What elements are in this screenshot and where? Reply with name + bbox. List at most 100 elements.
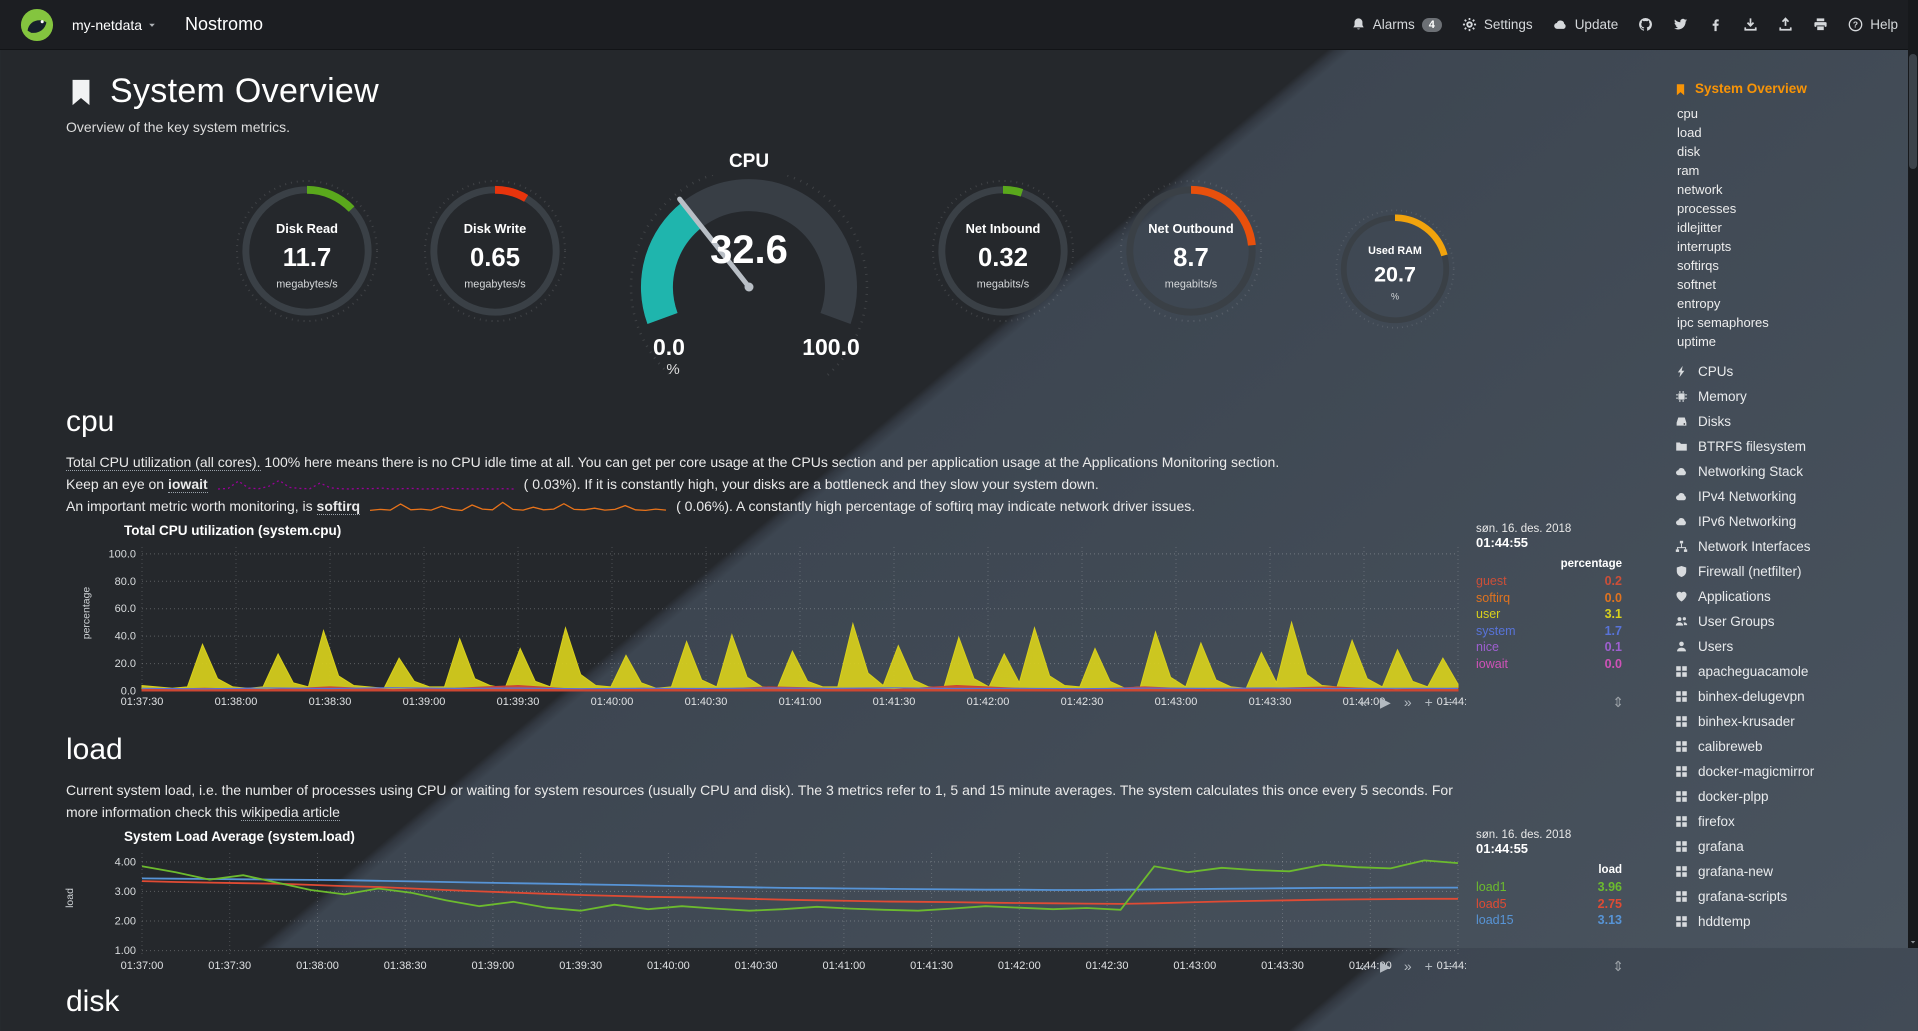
scrollbar-thumb[interactable] [1909,54,1917,169]
netdata-logo-icon[interactable] [20,8,54,42]
sidebar-item-ipv6-networking[interactable]: IPv6 Networking [1674,509,1902,534]
import-button[interactable] [1743,17,1758,32]
sidebar-item-firewall-netfilter[interactable]: Firewall (netfilter) [1674,559,1902,584]
sidebar-subitem-idlejitter[interactable]: idlejitter [1674,218,1902,237]
sidebar-item-disks[interactable]: Disks [1674,409,1902,434]
sidebar-item-ipv4-networking[interactable]: IPv4 Networking [1674,484,1902,509]
update-button[interactable]: Update [1553,17,1619,32]
sidebar-subitem-entropy[interactable]: entropy [1674,294,1902,313]
sidebar-item-apacheguacamole[interactable]: apacheguacamole [1674,659,1902,684]
sidebar-subitem-softnet[interactable]: softnet [1674,275,1902,294]
gauge-cpu-canvas[interactable]: 32.6 0.0 100.0 % [609,175,889,377]
sidebar-item-applications[interactable]: Applications [1674,584,1902,609]
download-icon [1743,17,1758,32]
sidebar-item-network-interfaces[interactable]: Network Interfaces [1674,534,1902,559]
wikipedia-link[interactable]: wikipedia article [241,804,340,821]
sidebar-item-calibreweb[interactable]: calibreweb [1674,734,1902,759]
cpu-desc-lead: Total CPU utilization (all cores). [66,454,261,471]
chart-resize-handle[interactable]: ⇕ [1612,958,1624,975]
gauge-disk-read-canvas[interactable]: Disk Read 11.7 megabytes/s [233,177,381,325]
gauge-used-ram-canvas[interactable]: Used RAM 20.7 % [1333,207,1457,331]
gauge-used-ram[interactable]: Used RAM 20.7 % [1333,207,1457,331]
chart-resize-handle[interactable]: ⇕ [1612,694,1624,711]
sidebar-subitem-interrupts[interactable]: interrupts [1674,237,1902,256]
sidebar-item-firefox[interactable]: firefox [1674,809,1902,834]
gauge-net-outbound[interactable]: Net Outbound 8.7 megabits/s [1117,177,1265,325]
app-title[interactable]: Nostromo [185,14,263,35]
sidebar-item-grafana-scripts[interactable]: grafana-scripts [1674,884,1902,909]
chart-pan-backward-button[interactable]: « [1359,958,1367,974]
sidebar-item-docker-plpp[interactable]: docker-plpp [1674,784,1902,809]
gauge-net-inbound-canvas[interactable]: Net Inbound 0.32 megabits/s [929,177,1077,325]
twitter-icon [1673,17,1688,32]
settings-button[interactable]: Settings [1462,17,1533,32]
gauge-cpu[interactable]: CPU 32.6 0.0 100.0 % [609,151,889,377]
sidebar-item-label: docker-magicmirror [1698,759,1814,784]
chart-pan-backward-button[interactable]: « [1359,694,1367,710]
sidebar-item-hddtemp[interactable]: hddtemp [1674,909,1902,934]
alarms-button[interactable]: Alarms 4 [1351,17,1442,32]
sidebar-item-label: Applications [1698,584,1771,609]
sidebar-subitem-load[interactable]: load [1674,123,1902,142]
export-button[interactable] [1778,17,1793,32]
sidebar-item-user-groups[interactable]: User Groups [1674,609,1902,634]
gauge-net-inbound[interactable]: Net Inbound 0.32 megabits/s [929,177,1077,325]
github-button[interactable] [1638,17,1653,32]
sidebar-item-networking-stack[interactable]: Networking Stack [1674,459,1902,484]
sidebar-subitem-softirqs[interactable]: softirqs [1674,256,1902,275]
chart-zoom-out-button[interactable]: − [1446,958,1454,974]
sidebar-item-binhex-delugevpn[interactable]: binhex-delugevpn [1674,684,1902,709]
chart-play-button[interactable]: ▶ [1380,694,1391,710]
facebook-icon [1708,17,1723,32]
scrollbar-down-arrow[interactable] [1908,937,1918,947]
chart-zoom-in-button[interactable]: + [1425,958,1433,974]
chart-play-button[interactable]: ▶ [1380,958,1391,974]
sidebar-item-users[interactable]: Users [1674,634,1902,659]
chart-zoom-in-button[interactable]: + [1425,694,1433,710]
sidebar-item-system-overview[interactable]: System Overview [1674,78,1902,100]
sidebar-subitem-processes[interactable]: processes [1674,199,1902,218]
sidebar-item-grafana-new[interactable]: grafana-new [1674,859,1902,884]
sidebar-item-grafana[interactable]: grafana [1674,834,1902,859]
facebook-button[interactable] [1708,17,1723,32]
gauge-disk-write-canvas[interactable]: Disk Write 0.65 megabytes/s [421,177,569,325]
chart-pan-forward-button[interactable]: » [1404,958,1412,974]
grid-icon [1674,790,1689,803]
chart-pan-forward-button[interactable]: » [1404,694,1412,710]
hostname-dropdown[interactable]: my-netdata [72,17,157,33]
sidebar-subitem-cpu[interactable]: cpu [1674,104,1902,123]
sidebar-subitem-disk[interactable]: disk [1674,142,1902,161]
svg-text:40.0: 40.0 [115,631,136,643]
help-button[interactable]: ? Help [1848,17,1898,32]
sidebar-item-binhex-krusader[interactable]: binhex-krusader [1674,709,1902,734]
softirq-term: softirq [317,498,361,515]
gauge-disk-write[interactable]: Disk Write 0.65 megabytes/s [421,177,569,325]
gauge-net-outbound-canvas[interactable]: Net Outbound 8.7 megabits/s [1117,177,1265,325]
twitter-button[interactable] [1673,17,1688,32]
softirq-value: ( 0.06%) [676,498,729,514]
sidebar-item-docker-magicmirror[interactable]: docker-magicmirror [1674,759,1902,784]
gauge-title: Net Outbound [1148,221,1233,236]
sidebar-subitem-ipc-semaphores[interactable]: ipc semaphores [1674,313,1902,332]
sidebar-subitem-uptime[interactable]: uptime [1674,332,1902,351]
sidebar-item-memory[interactable]: Memory [1674,384,1902,409]
sidebar-item-cpus[interactable]: CPUs [1674,359,1902,384]
sidebar-subitem-network[interactable]: network [1674,180,1902,199]
chart-zoom-out-button[interactable]: − [1446,694,1454,710]
sidebar-item-btrfs-filesystem[interactable]: BTRFS filesystem [1674,434,1902,459]
gauge-disk-read[interactable]: Disk Read 11.7 megabytes/s [233,177,381,325]
sidebar-subitem-ram[interactable]: ram [1674,161,1902,180]
print-button[interactable] [1813,17,1828,32]
